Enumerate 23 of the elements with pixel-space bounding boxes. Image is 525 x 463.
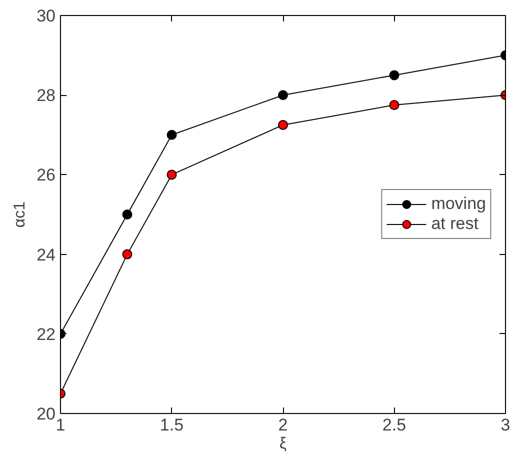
legend-label: at rest	[431, 214, 478, 234]
point	[166, 130, 177, 140]
y-tick-label: 26	[36, 166, 56, 185]
y-tick-label: 20	[36, 404, 56, 424]
y-tick-label: 24	[36, 245, 56, 264]
y-axis-title: αc1	[12, 201, 29, 228]
x-tick-label: 1.5	[160, 416, 184, 434]
x-tick-label: 1	[56, 416, 66, 434]
point	[166, 170, 177, 180]
x-tick-label: 3	[500, 416, 510, 434]
legend-label: moving	[431, 194, 486, 214]
point	[389, 70, 400, 80]
point	[278, 90, 288, 100]
x-tick-label: 2.5	[382, 416, 406, 434]
y-tick-label: 22	[36, 324, 56, 344]
point	[278, 120, 288, 130]
x-axis-title: ξ	[279, 436, 287, 452]
point	[389, 100, 400, 110]
x-tick-label: 2	[278, 416, 288, 434]
y-tick-label: 28	[36, 86, 56, 106]
y-tick-label: 30	[36, 6, 56, 26]
point	[122, 210, 132, 220]
point	[122, 249, 132, 260]
